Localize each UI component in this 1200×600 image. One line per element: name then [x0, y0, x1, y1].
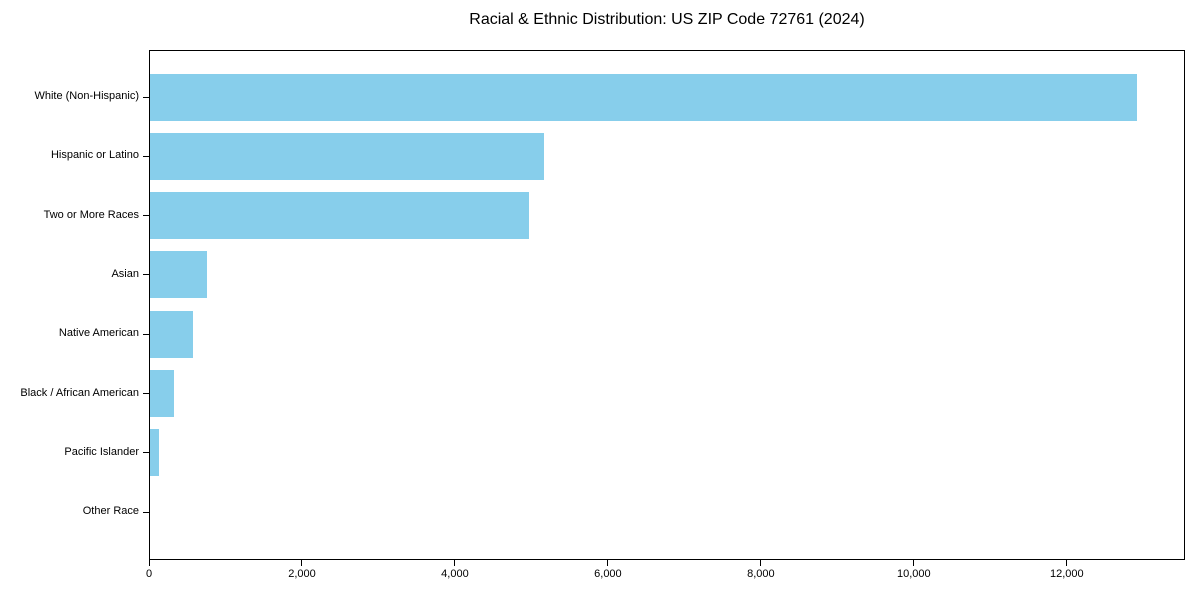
bar-black-african-american: [150, 370, 174, 417]
x-tick-label: 12,000: [1050, 568, 1084, 580]
y-tick-label: Two or More Races: [43, 208, 139, 221]
y-tick-label: White (Non-Hispanic): [34, 90, 139, 102]
y-tick-label: Pacific Islander: [64, 445, 139, 458]
y-tick-label: Black / African American: [20, 386, 139, 399]
bar-pacific-islander: [150, 429, 160, 477]
x-tick-mark: [148, 560, 150, 566]
y-tick-mark: [143, 155, 149, 157]
y-tick-label: Native American: [58, 327, 139, 340]
bar-hispanic-or-latino: [150, 132, 544, 180]
y-tick-mark: [143, 215, 149, 217]
x-tick-mark: [913, 560, 915, 566]
bar-two-or-more-races: [150, 192, 529, 240]
x-tick-mark: [607, 560, 609, 566]
x-tick-mark: [1066, 560, 1068, 566]
x-tick-mark: [760, 560, 762, 566]
y-tick-mark: [143, 452, 149, 454]
x-tick-label: 4,000: [441, 568, 469, 580]
x-tick-label: 6,000: [594, 568, 622, 580]
x-tick-label: 10,000: [897, 568, 931, 580]
y-tick-mark: [143, 96, 149, 98]
y-tick-mark: [143, 393, 149, 394]
chart-title: Racial & Ethnic Distribution: US ZIP Cod…: [469, 11, 865, 28]
y-tick-label: Other Race: [82, 505, 139, 518]
bar-white-non-hispanic: [150, 73, 1137, 121]
x-tick-mark: [454, 560, 456, 566]
y-tick-mark: [143, 511, 149, 513]
y-tick-label: Hispanic or Latino: [50, 149, 139, 162]
x-tick-label: 8,000: [747, 568, 775, 580]
bar-native-american: [150, 310, 193, 358]
x-tick-label: 0: [145, 568, 153, 580]
y-tick-label: Asian: [111, 267, 139, 280]
x-tick-label: 2,000: [288, 568, 316, 580]
x-tick-mark: [301, 560, 303, 566]
plot-area: [149, 50, 1185, 560]
y-tick-mark: [143, 274, 149, 276]
bar-asian: [150, 251, 208, 299]
y-tick-mark: [143, 333, 149, 335]
